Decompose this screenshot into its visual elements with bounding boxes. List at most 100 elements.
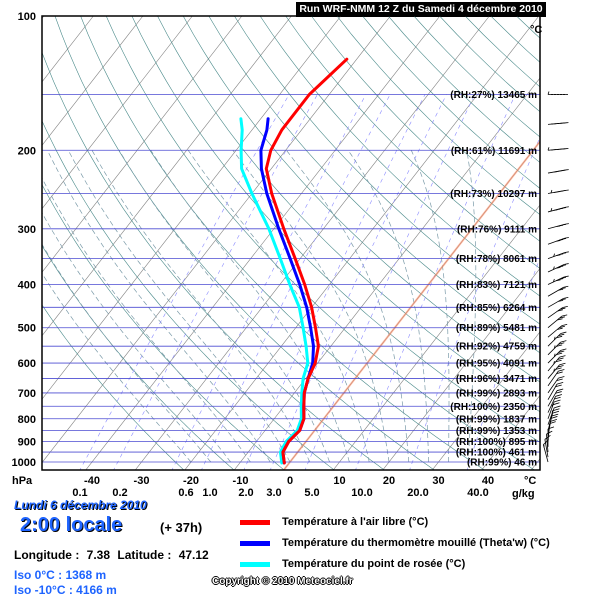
- temperature-tick-label: 0: [287, 475, 293, 487]
- isotherm-line: [0, 16, 143, 471]
- wind-barb: [548, 224, 569, 229]
- iso0-height: Iso 0°C : 1368 m: [14, 568, 106, 582]
- temperature-tick-label: -40: [84, 475, 100, 487]
- wind-barb-feather: [564, 286, 569, 287]
- level-label: (RH:83%) 7121 m: [456, 280, 537, 291]
- moist-adiabat-line: [11, 150, 230, 462]
- wind-barb: [548, 306, 568, 317]
- pressure-tick-label: 600: [18, 358, 36, 370]
- wind-barb-feather: [556, 395, 562, 397]
- wind-barb-feather: [554, 210, 557, 211]
- wind-barb-feather: [558, 377, 564, 379]
- wind-barb: [548, 147, 568, 150]
- level-label: (RH:100%) 895 m: [456, 437, 537, 448]
- wind-barb: [548, 332, 566, 346]
- isotherm-line: [283, 16, 595, 471]
- level-label: (RH:89%) 5481 m: [456, 323, 537, 334]
- level-label: (RH:27%) 13465 m: [450, 90, 537, 101]
- wind-barb-half-feather: [548, 92, 549, 95]
- mixing-ratio-line: [305, 95, 475, 472]
- level-label: (RH:100%) 2350 m: [450, 402, 537, 413]
- legend-label: Température du point de rosée (°C): [282, 558, 465, 570]
- wind-barb: [548, 315, 567, 328]
- mixing-ratio-tick-label: 0.6: [178, 487, 193, 499]
- forecast-time: 2:00 locale: [20, 514, 122, 537]
- wind-barb: [548, 286, 568, 296]
- wind-barb: [548, 363, 565, 378]
- level-label: (RH:92%) 4759 m: [456, 342, 537, 353]
- wind-barb-feather: [562, 315, 567, 316]
- pressure-tick-label: 1000: [12, 457, 36, 469]
- temperature-tick-label: -30: [134, 475, 150, 487]
- wind-barb-feather: [551, 419, 557, 421]
- legend-item-wet-bulb: Température du thermomètre mouillé (Thet…: [240, 535, 550, 551]
- wind-barb-feather: [565, 252, 569, 253]
- legend-swatch: [240, 541, 270, 546]
- dewpoint-profile-line: [241, 119, 308, 463]
- wind-barb-feather: [564, 276, 568, 277]
- wind-barb-feather: [554, 406, 560, 408]
- dry-adiabat-line: [0, 16, 286, 472]
- wind-barb: [546, 431, 552, 452]
- mixing-ratio-tick-label: 20.0: [407, 487, 428, 499]
- level-label: (RH:99%) 2893 m: [456, 388, 537, 399]
- moist-adiabat-line: [29, 150, 251, 462]
- skew-t-diagram: (RH:27%) 13465 m (RH:61%) 11691 m (RH:73%)…: [0, 0, 595, 500]
- dry-adiabat-line: [0, 16, 236, 472]
- pressure-tick-label: 500: [18, 323, 36, 335]
- wind-barb: [548, 170, 569, 173]
- wind-barb-feather: [557, 382, 563, 384]
- wind-barb-feather: [560, 356, 566, 358]
- latitude-value: 47.12: [179, 548, 209, 562]
- level-label: (RH:99%) 46 m: [467, 458, 537, 469]
- wind-barb: [548, 341, 566, 355]
- dry-adiabat-line: [260, 16, 595, 472]
- isotherm-line: [0, 16, 242, 471]
- wind-barb-feather: [561, 349, 567, 350]
- wind-barb-feather: [552, 414, 558, 416]
- wind-barb-feather: [554, 400, 560, 402]
- mixing-ratio-tick-label: 40.0: [467, 487, 488, 499]
- legend-label: Température à l'air libre (°C): [282, 516, 428, 528]
- dry-adiabat-line: [0, 16, 185, 472]
- forecast-date: Lundi 6 décembre 2010: [14, 498, 147, 512]
- temperature-unit-label: °C: [524, 475, 536, 487]
- pressure-tick-label: 700: [18, 388, 36, 400]
- level-label: (RH:61%) 11691 m: [451, 146, 537, 157]
- mixing-ratio-line: [270, 95, 447, 472]
- wind-barb-feather: [560, 363, 566, 365]
- isotherm-line: [0, 16, 93, 471]
- pressure-unit-label: hPa: [12, 475, 33, 487]
- wind-barb: [548, 207, 569, 212]
- mixing-ratio-line: [79, 95, 289, 472]
- latitude-label: Latitude :: [117, 548, 174, 562]
- wind-barb-feather: [558, 369, 564, 371]
- level-label: (RH:95%) 4091 m: [456, 359, 537, 370]
- level-label: (RH:78%) 8061 m: [456, 254, 537, 265]
- isotherm-line: [85, 16, 440, 471]
- legend-label: Température du thermomètre mouillé (Thet…: [282, 537, 550, 549]
- mixing-ratio-tick-label: 2.0: [238, 487, 253, 499]
- wind-barb: [548, 297, 568, 307]
- level-label: (RH:73%) 10297 m: [450, 189, 537, 200]
- wind-barb-feather: [565, 237, 569, 238]
- freezing-isotherm: [283, 16, 595, 471]
- wind-barb-feather: [561, 341, 567, 342]
- wind-barb-feather: [557, 226, 560, 227]
- dry-adiabat-line: [29, 16, 386, 472]
- level-label: (RH:76%) 9111 m: [457, 224, 537, 235]
- wind-barb: [548, 264, 569, 272]
- mixing-ratio-tick-label: 5.0: [304, 487, 319, 499]
- temperature-tick-label: 30: [432, 475, 444, 487]
- wind-barb: [548, 190, 569, 194]
- wind-barb: [548, 324, 567, 337]
- temperature-tick-label: 10: [333, 475, 345, 487]
- longitude-label: Longitude :: [14, 548, 83, 562]
- wind-barb-feather: [564, 297, 569, 298]
- wind-barb: [548, 123, 568, 125]
- pressure-tick-label: 100: [18, 11, 36, 23]
- mixing-ratio-line: [171, 95, 366, 472]
- pressure-tick-label: 400: [18, 280, 36, 292]
- mixing-ratio-tick-label: 3.0: [266, 487, 281, 499]
- pressure-tick-label: 900: [18, 437, 36, 449]
